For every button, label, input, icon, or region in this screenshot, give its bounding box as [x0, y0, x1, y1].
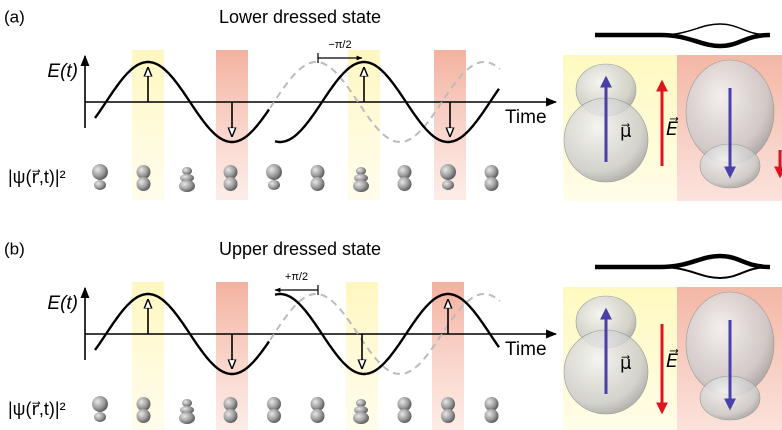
- orbital-lobe: [485, 165, 499, 179]
- orbital-lobe: [267, 409, 281, 423]
- orbital-lobe: [92, 396, 108, 412]
- panel-title: Lower dressed state: [219, 7, 381, 27]
- orbital-icon: [92, 164, 108, 190]
- dipole-label: μ⃗: [620, 121, 632, 141]
- panel-label: (a): [4, 7, 25, 26]
- panel-title: Upper dressed state: [219, 239, 381, 259]
- orbital-icon: [440, 164, 456, 190]
- field-vector-label: E⃗: [666, 117, 679, 140]
- orbital-lobe: [353, 180, 369, 192]
- orbital-lobe: [442, 180, 454, 190]
- orbital-lobe: [440, 164, 456, 180]
- phase-label: +π/2: [285, 271, 308, 283]
- orbital-icon: [267, 397, 281, 423]
- orbital-lobe: [137, 177, 151, 191]
- orbital-icon: [311, 397, 325, 423]
- orbital-lobe: [441, 397, 455, 411]
- orbital-lobe: [137, 409, 151, 423]
- orbital-icon: [485, 397, 499, 423]
- orbital-lobe: [398, 397, 412, 411]
- orbital-lobe: [266, 164, 282, 180]
- orbital-lobe: [485, 397, 499, 411]
- figure: (a) Lower dressed state E(t) Time −π/2 |ψ(r⃗,…: [0, 0, 782, 430]
- orbital-lobe: [398, 165, 412, 179]
- orbital-lobe: [137, 165, 151, 179]
- orbital-lobe: [182, 399, 192, 407]
- orbital-lobe: [311, 165, 325, 179]
- orbital-lobe: [311, 177, 325, 191]
- panel-label: (b): [4, 239, 25, 258]
- orbital-lobe: [224, 177, 238, 191]
- orbital-lobe: [267, 397, 281, 411]
- orbital-lobe: [398, 177, 412, 191]
- orbital-lobe: [311, 409, 325, 423]
- orbital-lobe: [441, 409, 455, 423]
- x-axis-label: Time: [505, 107, 547, 128]
- orbital-lobe: [224, 165, 238, 179]
- orbital-icon: [485, 165, 499, 191]
- panel: (b) Upper dressed state E(t) Time +π/2 |ψ(r⃗,…: [4, 239, 782, 430]
- orbital-icon: [92, 396, 108, 422]
- orbital-icon: [266, 164, 282, 190]
- orbital-lobe: [311, 397, 325, 411]
- phase-label: −π/2: [328, 39, 351, 51]
- orbital-lobe: [398, 409, 412, 423]
- orbital-icon: [398, 165, 412, 191]
- envelope-thick: [595, 35, 770, 46]
- orbital-lobe: [485, 177, 499, 191]
- orbital-lobe: [182, 167, 192, 175]
- orbital-lobe: [179, 180, 195, 192]
- wavefunction-label: |ψ(r⃗,t)|²: [8, 399, 66, 419]
- orbital-lobe: [94, 180, 106, 190]
- orbital-lobe: [356, 399, 366, 407]
- y-axis-label: E(t): [47, 293, 78, 314]
- orbital-lobe: [179, 412, 195, 424]
- field-vector-label: E⃗: [666, 349, 679, 372]
- orbital-lobe: [485, 409, 499, 423]
- orbital-lobe: [224, 397, 238, 411]
- panel: (a) Lower dressed state E(t) Time −π/2 |ψ(r⃗,…: [4, 7, 782, 201]
- dipole-label: μ⃗: [620, 353, 632, 373]
- orbital-icon: [179, 399, 195, 424]
- orbital-icon: [398, 397, 412, 423]
- orbital-lobe: [356, 167, 366, 175]
- orbital-lobe: [92, 164, 108, 180]
- orbital-icon: [179, 167, 195, 192]
- orbital-lobe: [137, 397, 151, 411]
- orbital-icon: [311, 165, 325, 191]
- orbital-lobe: [94, 412, 106, 422]
- orbital-lobe: [224, 409, 238, 423]
- wavefunction-label: |ψ(r⃗,t)|²: [8, 167, 66, 187]
- orbital-lobe: [268, 180, 280, 190]
- envelope-thin: [595, 256, 770, 267]
- y-axis-label: E(t): [47, 61, 78, 82]
- orbital-lobe: [353, 412, 369, 424]
- x-axis-label: Time: [505, 339, 547, 360]
